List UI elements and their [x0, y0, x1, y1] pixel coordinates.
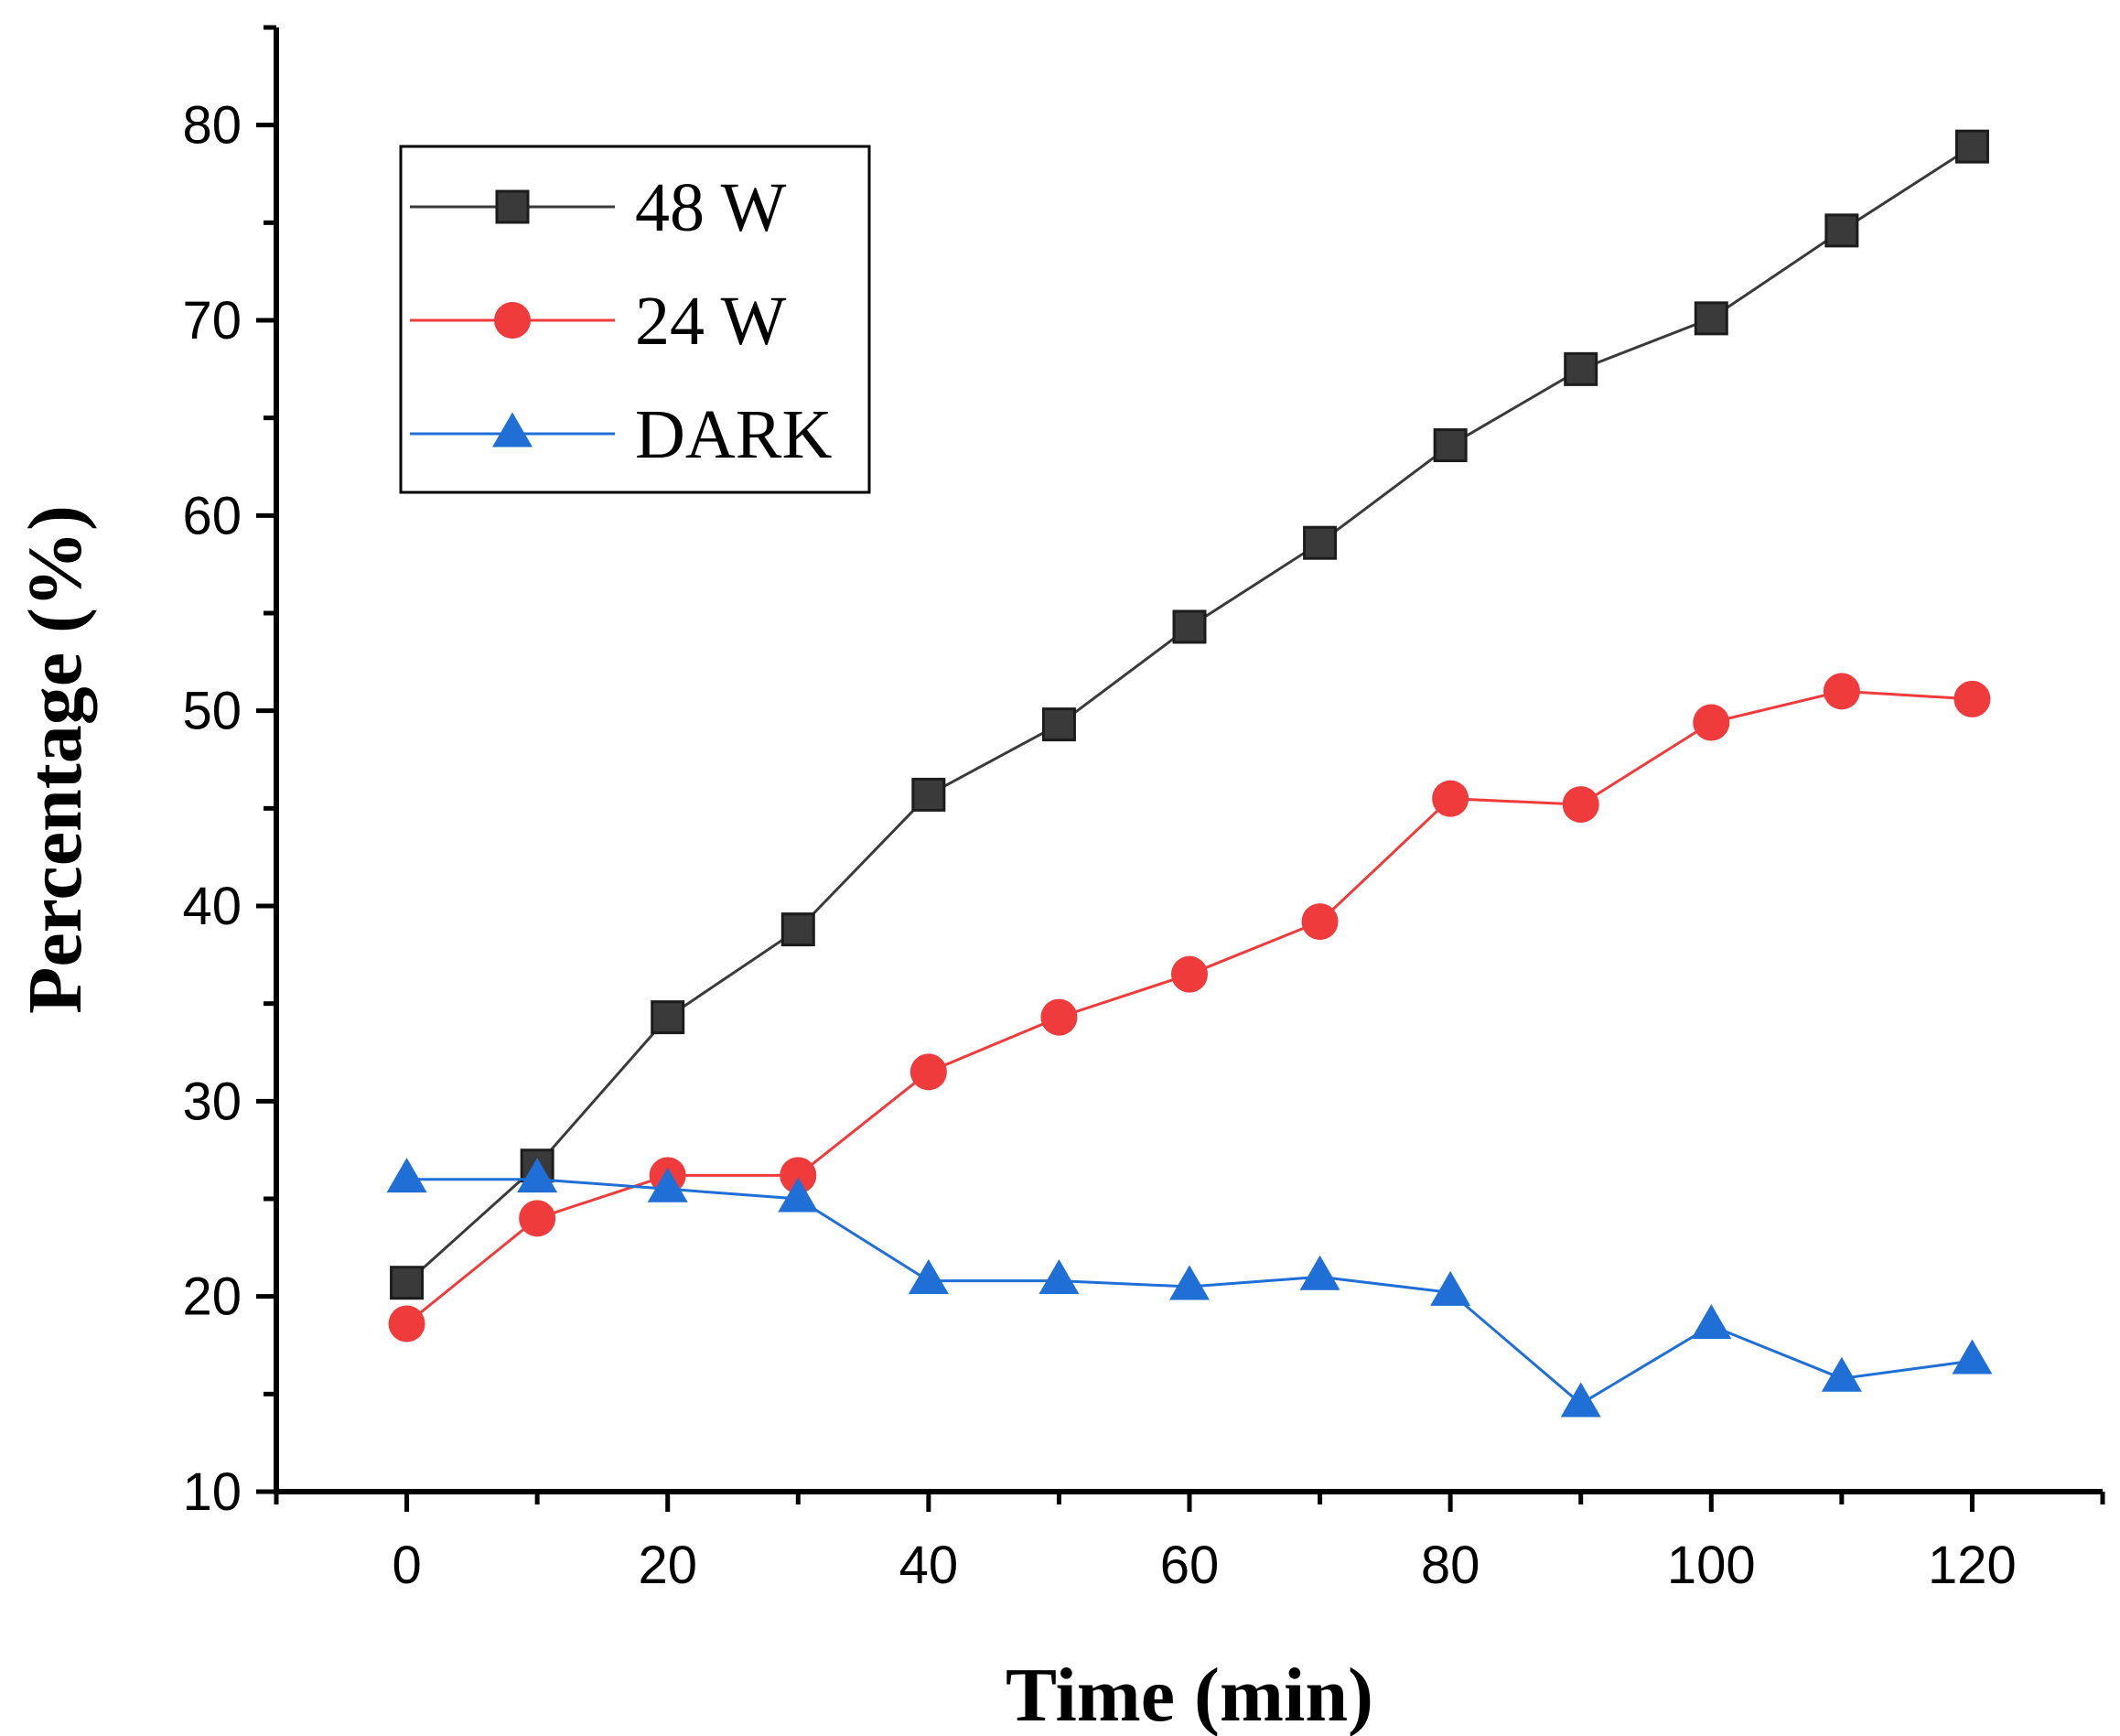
y-tick-label: 10	[182, 1462, 242, 1522]
data-point	[1299, 1255, 1340, 1290]
data-point	[1430, 1270, 1471, 1306]
x-ticks: 0 20 40 60 80 100 120	[274, 1492, 2105, 1595]
data-point	[390, 1266, 425, 1300]
data-point	[1560, 1382, 1601, 1418]
y-tick-label: 30	[182, 1072, 242, 1131]
y-tick-label: 80	[182, 96, 242, 156]
data-point	[1693, 704, 1730, 741]
data-point	[1824, 213, 1859, 248]
data-point	[778, 1177, 819, 1213]
data-point	[1821, 1356, 1862, 1392]
data-point	[1954, 129, 1989, 164]
legend-marker	[494, 302, 531, 339]
y-tick-label: 60	[182, 486, 242, 545]
data-point	[780, 912, 815, 947]
data-point	[1691, 1304, 1732, 1340]
data-point	[1172, 609, 1207, 644]
data-point	[1171, 955, 1208, 993]
data-point	[1432, 780, 1469, 817]
data-point	[1433, 428, 1468, 463]
data-point	[386, 1158, 427, 1193]
data-point	[1301, 903, 1339, 941]
x-tick-label: 40	[899, 1536, 959, 1595]
data-point	[1564, 351, 1598, 386]
legend-item: 24 W	[410, 283, 787, 360]
x-tick-label: 0	[392, 1536, 421, 1595]
data-point	[908, 1259, 949, 1295]
series-24-w	[388, 673, 1991, 1342]
data-point	[1041, 707, 1076, 742]
y-tick-label: 40	[182, 877, 242, 936]
data-point	[1038, 1259, 1080, 1295]
data-point	[647, 1167, 688, 1202]
y-axis-title: Percentage (%)	[13, 505, 98, 1014]
legend-label: 48 W	[635, 169, 787, 246]
series-line	[405, 689, 1973, 1325]
series-layer	[386, 129, 1993, 1418]
x-tick-label: 20	[638, 1536, 697, 1595]
x-tick-label: 60	[1160, 1536, 1220, 1595]
y-tick-label: 70	[182, 291, 242, 350]
data-point	[1823, 673, 1860, 710]
data-point	[1169, 1265, 1210, 1300]
data-point	[1562, 786, 1599, 824]
data-point	[1694, 301, 1728, 336]
data-point	[780, 1157, 817, 1194]
series-dark	[386, 1158, 1993, 1418]
data-point	[388, 1305, 425, 1342]
y-tick-label: 20	[182, 1267, 242, 1327]
legend-marker	[495, 189, 530, 224]
data-point	[1040, 998, 1078, 1036]
legend-marker	[492, 412, 533, 447]
legend-item: 48 W	[410, 169, 787, 246]
data-point	[1952, 1339, 1993, 1375]
legend-label: 24 W	[635, 283, 787, 360]
legend: 48 W 24 W DARK	[399, 145, 871, 494]
x-tick-label: 120	[1928, 1536, 2017, 1595]
data-point	[1953, 680, 1991, 717]
data-point	[909, 1053, 947, 1091]
series-48-w	[390, 129, 1989, 1300]
x-tick-label: 80	[1421, 1536, 1480, 1595]
data-point	[651, 1000, 685, 1035]
data-point	[517, 1158, 558, 1193]
data-point	[1303, 525, 1338, 560]
y-ticks: 10 20 30 40 50 60 70 80	[182, 25, 276, 1522]
data-point	[519, 1200, 556, 1237]
x-tick-label: 100	[1667, 1536, 1756, 1595]
x-axis-title: Time (min)	[1006, 1653, 1373, 1736]
y-tick-label: 50	[182, 682, 242, 741]
data-point	[911, 777, 946, 812]
legend-item: DARK	[410, 396, 832, 473]
legend-label: DARK	[635, 396, 832, 473]
